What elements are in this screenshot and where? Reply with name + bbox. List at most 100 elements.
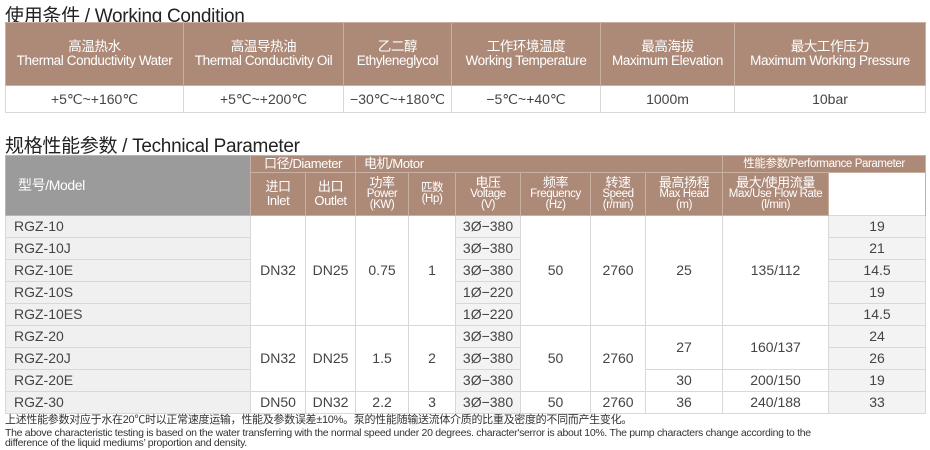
- header-outlet: 出口 Outlet: [304, 172, 357, 216]
- power-cell: 2.2: [355, 391, 410, 414]
- outlet-cell: DN25: [304, 325, 357, 392]
- working-condition-title: 使用条件 / Working Condition: [5, 6, 245, 27]
- hp-cell: 1: [408, 215, 457, 326]
- header-line: 高温热水: [68, 38, 121, 54]
- header-line: 匹数: [420, 182, 444, 195]
- model-cell: RGZ-20E: [5, 369, 251, 392]
- voltage-cell: 3Ø−380: [455, 237, 522, 260]
- header-inlet: 进口 Inlet: [250, 172, 306, 216]
- working-header: 最大工作压力 Maximum Working Pressure: [734, 22, 926, 86]
- header-line: 电压: [475, 174, 501, 190]
- inlet-cell: DN50: [250, 391, 306, 414]
- weight-cell: 19: [828, 281, 927, 304]
- freq-cell: 50: [520, 325, 592, 392]
- header-line: 工作环境温度: [486, 38, 566, 54]
- weight-cell: 24: [828, 325, 927, 348]
- working-header: 工作环境温度 Working Temperature: [451, 22, 601, 86]
- header-line: Inlet: [266, 193, 290, 208]
- header-power: 功率 Power (KW): [355, 172, 410, 216]
- note-english-2: difference of the liquid mediums’ propor…: [5, 437, 247, 449]
- speed-cell: 2760: [590, 325, 647, 392]
- header-line: (V): [480, 199, 496, 212]
- table-row: RGZ-10S 1Ø−220 19: [5, 281, 927, 304]
- header-line: 出口: [317, 179, 344, 195]
- header-line: 最高海拔: [641, 38, 694, 54]
- model-cell: RGZ-20: [5, 325, 251, 348]
- header-line: Max Head: [659, 188, 709, 201]
- header-line: 最大工作压力: [790, 38, 870, 54]
- voltage-cell: 3Ø−380: [455, 391, 522, 414]
- header-line: 进口: [265, 179, 291, 195]
- voltage-cell: 1Ø−220: [455, 281, 522, 304]
- header-line: Voltage: [470, 188, 506, 201]
- model-cell: RGZ-10S: [5, 281, 251, 304]
- technical-parameter-table: 型号/Model 口径/Diameter 电机/Motor 性能参数/Perfo…: [5, 155, 927, 414]
- header-line: Speed: [602, 188, 634, 201]
- header-flow-rate: 最大/使用流量 Max/Use Flow Rate (l/min): [722, 172, 830, 216]
- table-row: RGZ-20J 3Ø−380 26: [5, 347, 927, 370]
- speed-cell: 2760: [590, 215, 647, 326]
- working-value: +5℃~+160℃: [5, 85, 184, 113]
- voltage-cell: 3Ø−380: [455, 325, 522, 348]
- speed-cell: 2760: [590, 391, 647, 414]
- weight-cell: 14.5: [828, 303, 927, 326]
- flow-rate-cell: 160/137: [722, 325, 830, 370]
- voltage-cell: 3Ø−380: [455, 259, 522, 282]
- header-line: (Hp): [421, 193, 443, 205]
- header-motor: 电机/Motor: [355, 155, 724, 173]
- model-cell: RGZ-20J: [5, 347, 251, 370]
- header-line: Max/Use Flow Rate: [728, 188, 823, 201]
- header-line: 乙二醇: [377, 38, 418, 54]
- header-frequency: 频率 Frequency (Hz): [520, 172, 592, 216]
- header-line: Maximum Elevation: [612, 53, 723, 68]
- working-header: 乙二醇 Ethyleneglycol: [343, 22, 452, 86]
- working-header: 最高海拔 Maximum Elevation: [600, 22, 735, 86]
- header-line: Ethyleneglycol: [356, 53, 439, 68]
- working-value: −5℃~+40℃: [451, 85, 601, 113]
- freq-cell: 50: [520, 215, 592, 326]
- note-english-1: The above characteristic testing is base…: [5, 427, 811, 439]
- header-line: Power: [366, 188, 398, 201]
- max-head-cell: 30: [645, 369, 724, 392]
- working-header: 高温导热油 Thermal Conductivity Oil: [183, 22, 344, 86]
- header-line: Outlet: [314, 193, 347, 208]
- working-value: 1000m: [600, 85, 735, 113]
- header-line: (KW): [369, 199, 395, 212]
- model-cell: RGZ-30: [5, 391, 251, 414]
- technical-parameter-title: 规格性能参数 / Technical Parameter: [5, 136, 300, 157]
- header-line: Thermal Conductivity Oil: [194, 53, 333, 68]
- inlet-cell: DN32: [250, 325, 306, 392]
- max-head-cell: 36: [645, 391, 724, 414]
- table-row: RGZ-10ES 1Ø−220 14.5: [5, 303, 927, 326]
- weight-cell: 21: [828, 237, 927, 260]
- header-max-head: 最高扬程 Max Head (m): [645, 172, 724, 216]
- header-line: 转速: [605, 174, 631, 190]
- header-model: 型号/Model: [5, 155, 251, 216]
- outlet-cell: DN32: [304, 391, 357, 414]
- note-chinese: 上述性能参数对应于水在20℃时以正常速度运输，性能及参数误差±10%。泵的性能随…: [5, 414, 632, 426]
- model-cell: RGZ-10E: [5, 259, 251, 282]
- model-cell: RGZ-10: [5, 215, 251, 238]
- outlet-cell: DN25: [304, 215, 357, 326]
- header-voltage: 电压 Voltage (V): [455, 172, 522, 216]
- working-condition-table: 高温热水 Thermal Conductivity Water 高温导热油 Therm…: [5, 22, 926, 113]
- header-line: (m): [676, 199, 693, 212]
- weight-cell: 19: [828, 215, 927, 238]
- header-diameter: 口径/Diameter: [249, 155, 357, 173]
- header-line: (r/min): [602, 199, 634, 212]
- table-row: RGZ-10 DN32 DN25 0.75 1 3Ø−380 50 2760 25 135/112…: [5, 215, 927, 326]
- table-row: RGZ-30 DN50 DN32 2.2 3 3Ø−380 50 2760 36 240/188 3…: [5, 391, 927, 414]
- table-row: RGZ-20E 3Ø−380 30 200/150 19: [5, 369, 927, 392]
- header-hp: 匹数 (Hp): [408, 172, 457, 216]
- voltage-cell: 3Ø−380: [455, 369, 522, 392]
- weight-cell: 26: [828, 347, 927, 370]
- voltage-cell: 1Ø−220: [455, 303, 522, 326]
- table-row: RGZ-10E 3Ø−380 14.5: [5, 259, 927, 282]
- header-line: 最大/使用流量: [736, 174, 815, 190]
- voltage-cell: 3Ø−380: [455, 347, 522, 370]
- inlet-cell: DN32: [250, 215, 306, 326]
- weight-cell: 33: [828, 391, 927, 414]
- flow-rate-cell: 200/150: [722, 369, 830, 392]
- flow-rate-cell: 240/188: [722, 391, 830, 414]
- weight-cell: 14.5: [828, 259, 927, 282]
